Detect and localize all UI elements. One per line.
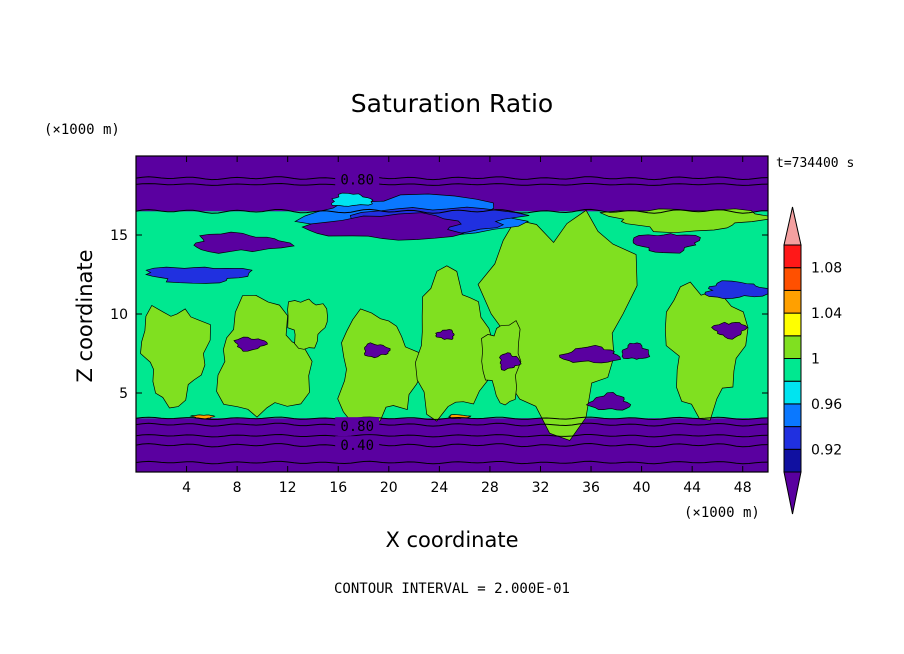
- x-tick-label: 20: [380, 480, 398, 496]
- contour-line: [136, 433, 768, 438]
- x-tick-label: 24: [430, 480, 448, 496]
- region-blob: [415, 265, 496, 422]
- region-blob: [193, 231, 295, 254]
- colorbar-segment: [783, 267, 802, 291]
- x-tick-label: 44: [683, 480, 701, 496]
- region-blob: [435, 329, 455, 340]
- y-axis: 5 10 15: [110, 228, 768, 402]
- x-tick-label: 48: [734, 480, 752, 496]
- x-axis-label: X coordinate: [385, 528, 518, 552]
- x-tick-label: 4: [182, 480, 191, 496]
- contour-line: [136, 422, 768, 427]
- region-blob: [287, 298, 328, 350]
- contour-label: 0.80: [340, 419, 374, 435]
- x-tick-label: 8: [233, 480, 242, 496]
- x-axis: 4 8 12 16 20 24 28 32 36 40 44 48: [182, 156, 752, 496]
- region-blob: [330, 192, 374, 207]
- contour-label-bg: [335, 417, 380, 435]
- y-tick-label: 10: [110, 307, 128, 323]
- contour-label: 0.80: [340, 173, 374, 189]
- contour-line: [136, 442, 768, 448]
- colorbar-segment: [783, 426, 802, 450]
- colorbar-tick-label: 1.08: [811, 261, 842, 277]
- contour-line: [136, 416, 768, 421]
- x-tick-label: 36: [582, 480, 600, 496]
- colorbar-tick-label: 0.96: [811, 397, 842, 413]
- contour-line: [136, 208, 768, 214]
- colorbar-overflow-low: [783, 471, 802, 515]
- colorbar-tick-label: 1.04: [811, 306, 842, 322]
- region-band: [136, 156, 768, 185]
- x-tick-label: 32: [532, 480, 550, 496]
- region-blob: [140, 305, 211, 409]
- region-blob: [599, 208, 768, 234]
- region-blob: [216, 295, 313, 418]
- region-blob: [585, 391, 632, 411]
- contour-lines: 0.80 0.80 0.40: [136, 170, 768, 465]
- y-axis-label: Z coordinate: [73, 249, 97, 382]
- colorbar-tick-label: 0.92: [811, 442, 842, 458]
- region-blob: [301, 212, 465, 241]
- colorbar-segment: [783, 403, 802, 428]
- colorbar-tick-label: 1: [811, 352, 820, 368]
- x-tick-label: 40: [633, 480, 651, 496]
- colorbar-segment: [783, 312, 802, 337]
- contour-line: [136, 182, 768, 186]
- contour-interval-note: CONTOUR INTERVAL = 2.000E-01: [334, 581, 570, 597]
- y-tick-label: 5: [119, 386, 128, 402]
- x-tick-label: 12: [279, 480, 297, 496]
- region-blob: [477, 209, 638, 441]
- colorbar-segment: [783, 448, 802, 473]
- colorbar-segment: [783, 380, 802, 405]
- region-blob: [145, 266, 253, 284]
- plot-area: [136, 156, 768, 472]
- region-blob: [704, 280, 768, 300]
- contour-line: [136, 460, 768, 465]
- region-blob: [189, 414, 216, 420]
- time-label: t=734400 s: [776, 156, 854, 171]
- x-tick-label: 28: [481, 480, 499, 496]
- region-blob: [337, 308, 424, 431]
- colorbar-overflow-high: [783, 206, 802, 246]
- contour-line: [136, 176, 768, 181]
- region-blob: [499, 352, 522, 371]
- x-units-label: (×1000 m): [684, 505, 760, 521]
- colorbar-segment: [783, 244, 802, 269]
- contour-label-bg: [335, 170, 380, 188]
- region-blob: [364, 342, 391, 359]
- y-units-label: (×1000 m): [44, 122, 120, 138]
- colorbar-segment: [783, 289, 802, 314]
- x-tick-label: 16: [329, 480, 347, 496]
- region-blob: [233, 336, 268, 352]
- region-blob: [711, 321, 748, 340]
- region-blob: [621, 342, 651, 360]
- contour-label: 0.40: [340, 438, 374, 454]
- colorbar: 0.92 0.96 1 1.04 1.08: [783, 206, 842, 515]
- y-tick-label: 15: [110, 228, 128, 244]
- chart-title: Saturation Ratio: [351, 89, 553, 118]
- colorbar-segment: [783, 335, 802, 359]
- region-blob: [632, 233, 701, 254]
- colorbar-segment: [783, 358, 802, 382]
- contour-label-bg: [335, 436, 380, 454]
- region-blob: [559, 344, 621, 364]
